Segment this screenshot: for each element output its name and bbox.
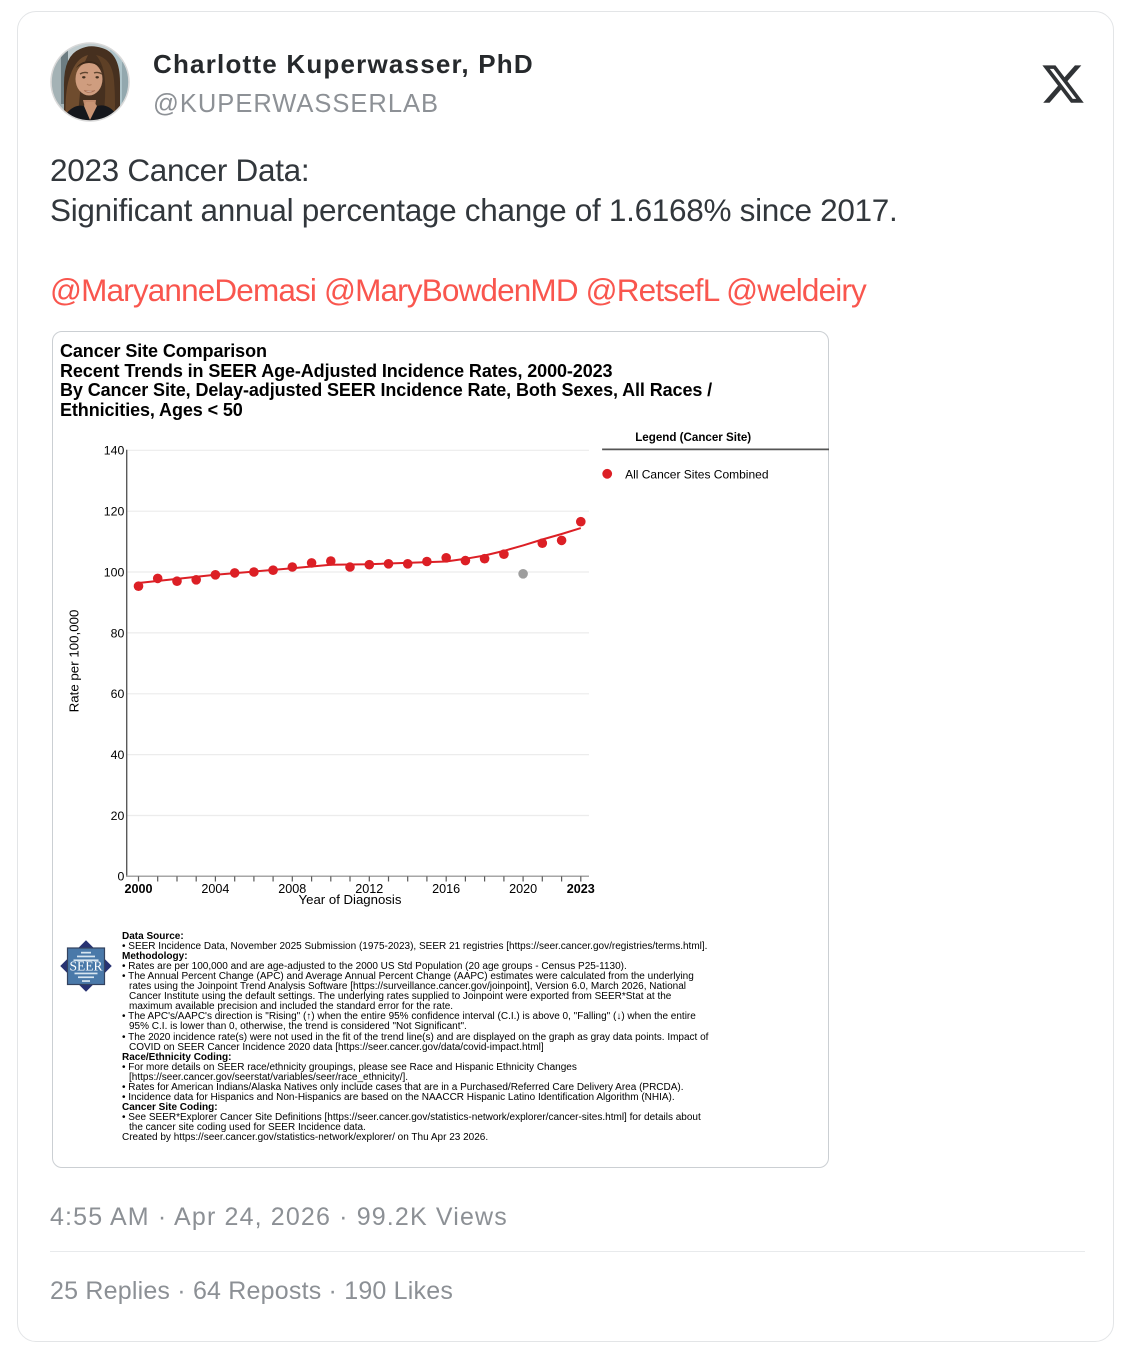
svg-text:2016: 2016 (432, 882, 460, 896)
svg-text:2004: 2004 (201, 882, 229, 896)
svg-text:0: 0 (117, 870, 124, 884)
svg-text:120: 120 (104, 505, 125, 519)
svg-text:60: 60 (111, 687, 125, 701)
svg-text:2020: 2020 (509, 882, 537, 896)
svg-text:Rate per 100,000: Rate per 100,000 (66, 610, 81, 713)
svg-text:2023: 2023 (567, 882, 595, 896)
svg-text:Legend (Cancer Site): Legend (Cancer Site) (635, 431, 751, 444)
svg-text:80: 80 (111, 626, 125, 640)
svg-text:2008: 2008 (278, 882, 306, 896)
svg-text:SEER: SEER (69, 959, 102, 974)
svg-text:40: 40 (111, 748, 125, 762)
svg-text:2000: 2000 (124, 882, 152, 896)
svg-text:All Cancer Sites Combined: All Cancer Sites Combined (625, 468, 768, 482)
svg-text:20: 20 (111, 809, 125, 823)
svg-text:140: 140 (104, 444, 125, 458)
svg-text:100: 100 (104, 565, 125, 579)
svg-text:Year of Diagnosis: Year of Diagnosis (299, 892, 402, 907)
svg-text:2012: 2012 (355, 882, 383, 896)
